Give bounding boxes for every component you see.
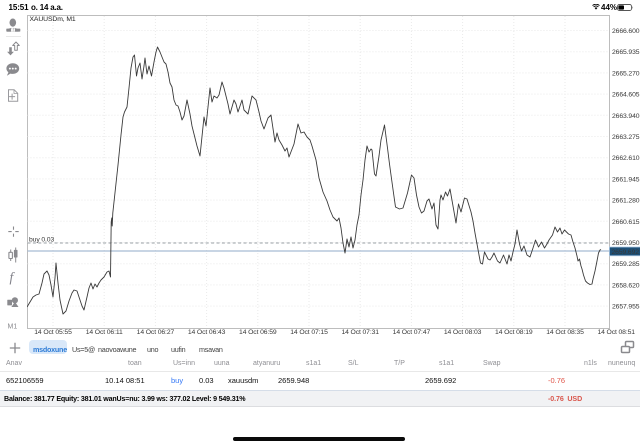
svg-text:14 Oct 07:15: 14 Oct 07:15 <box>290 329 328 336</box>
svg-text:2665.270: 2665.270 <box>612 70 640 77</box>
svg-text:14 Oct 08:03: 14 Oct 08:03 <box>444 329 482 336</box>
svg-text:2659.692: 2659.692 <box>612 249 640 256</box>
svg-text:2658.620: 2658.620 <box>612 282 640 289</box>
svg-text:M1: M1 <box>8 324 18 331</box>
svg-text:buy 0.03: buy 0.03 <box>29 237 54 244</box>
svg-text:14 Oct 06:11: 14 Oct 06:11 <box>86 329 123 336</box>
svg-text:14 Oct 06:27: 14 Oct 06:27 <box>137 329 175 336</box>
svg-text:14 Oct 08:19: 14 Oct 08:19 <box>495 329 533 336</box>
svg-text:XAUUSDm, M1: XAUUSDm, M1 <box>30 16 76 23</box>
svg-text:2663.940: 2663.940 <box>612 113 640 120</box>
svg-text:2660.615: 2660.615 <box>612 219 640 226</box>
svg-text:14 Oct 07:47: 14 Oct 07:47 <box>393 329 431 336</box>
svg-text:14 Oct 08:35: 14 Oct 08:35 <box>546 329 584 336</box>
svg-text:14 Oct 06:43: 14 Oct 06:43 <box>188 329 226 336</box>
svg-text:f: f <box>10 270 16 285</box>
svg-text:2659.950: 2659.950 <box>612 240 640 247</box>
svg-text:2663.275: 2663.275 <box>612 134 640 141</box>
svg-text:14 Oct 05:55: 14 Oct 05:55 <box>34 329 72 336</box>
svg-text:2659.285: 2659.285 <box>612 261 640 268</box>
svg-text:14 Oct 08:51: 14 Oct 08:51 <box>597 329 635 336</box>
svg-text:2666.600: 2666.600 <box>612 28 640 35</box>
svg-text:2657.955: 2657.955 <box>612 304 640 311</box>
svg-text:2665.935: 2665.935 <box>612 49 640 56</box>
svg-text:2664.605: 2664.605 <box>612 92 640 99</box>
svg-text:2661.280: 2661.280 <box>612 198 640 205</box>
svg-text:14 Oct 06:59: 14 Oct 06:59 <box>239 329 277 336</box>
svg-text:2662.610: 2662.610 <box>612 155 640 162</box>
svg-text:2661.945: 2661.945 <box>612 176 640 183</box>
svg-text:14 Oct 07:31: 14 Oct 07:31 <box>341 329 379 336</box>
